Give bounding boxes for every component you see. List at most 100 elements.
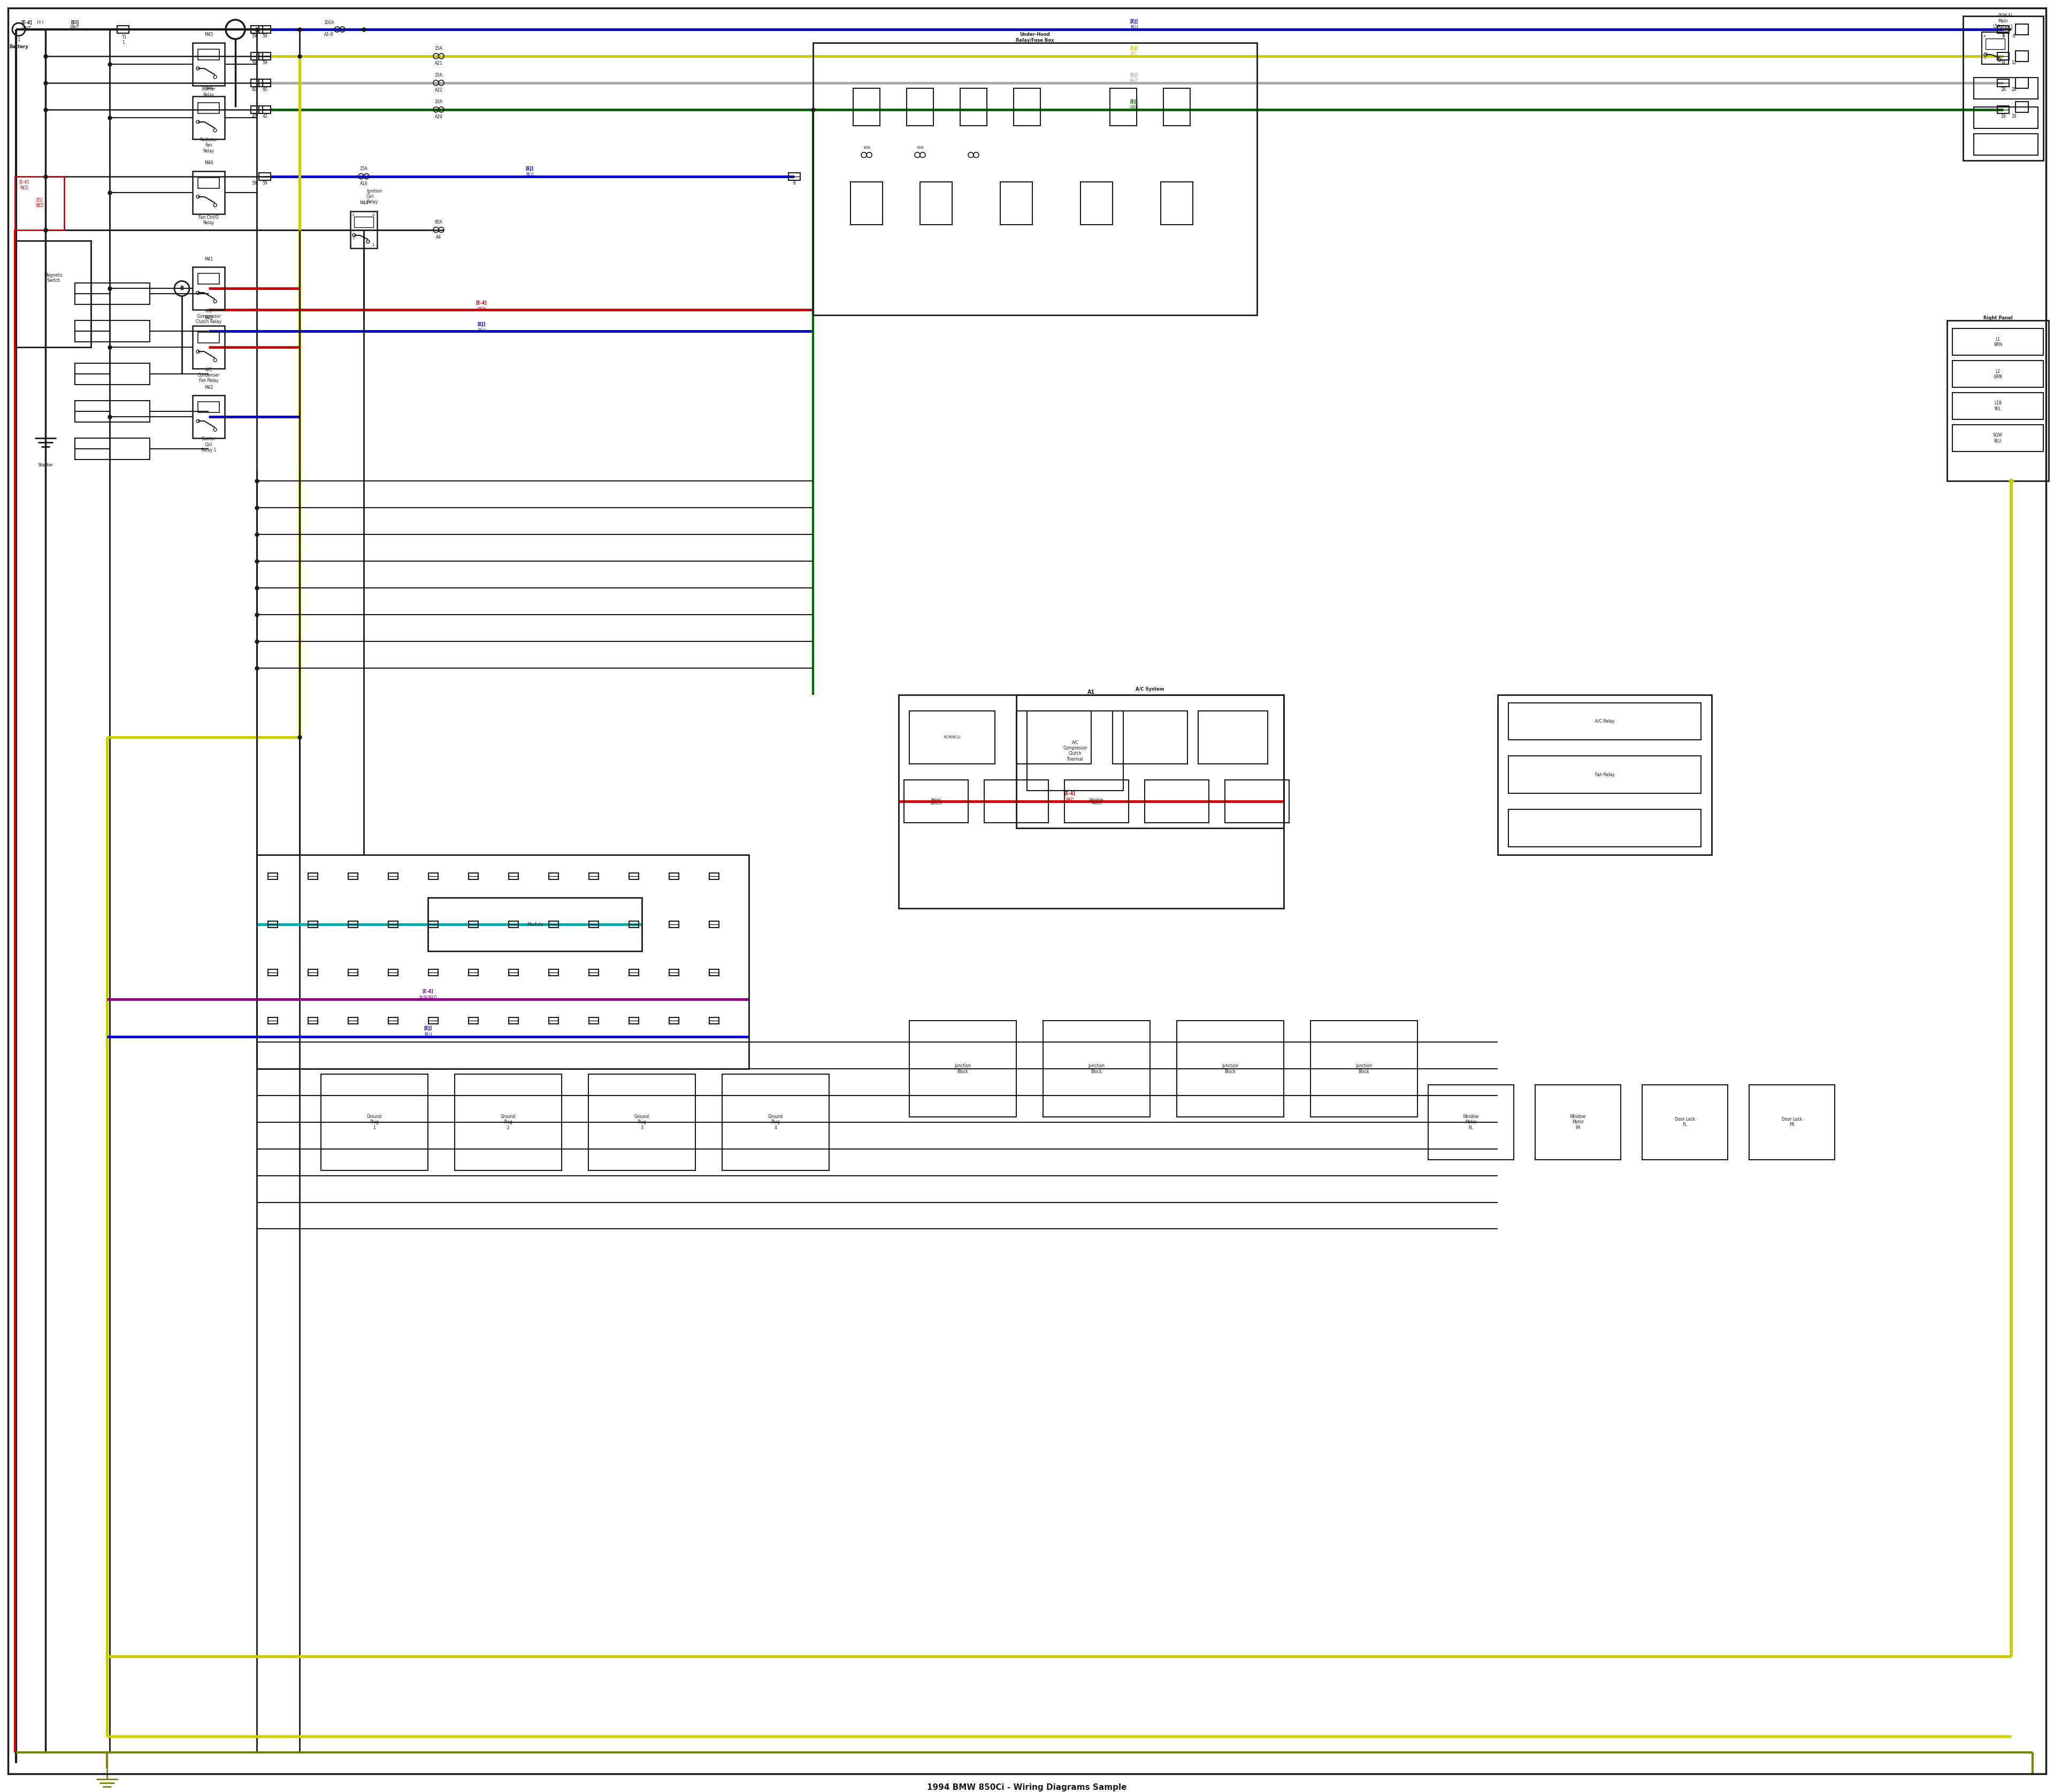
Text: 59: 59 <box>251 181 257 186</box>
Text: 10A: 10A <box>916 145 924 149</box>
Text: 59: 59 <box>263 34 267 39</box>
Text: [EI]: [EI] <box>70 20 78 25</box>
Text: PUR/RED: PUR/RED <box>419 995 438 1000</box>
Bar <box>429 969 438 975</box>
Text: [EJ]: [EJ] <box>477 323 485 326</box>
Text: A/C
Condenser
Fan Relay: A/C Condenser Fan Relay <box>197 367 220 383</box>
Bar <box>468 873 479 880</box>
Text: (+): (+) <box>37 20 43 25</box>
Bar <box>1000 181 1033 224</box>
Bar <box>267 969 277 975</box>
Bar <box>589 1018 598 1023</box>
Text: Fan Relay: Fan Relay <box>1594 772 1614 778</box>
Text: 2: 2 <box>372 244 374 246</box>
Text: M43: M43 <box>203 315 214 321</box>
Bar <box>850 181 883 224</box>
Bar <box>197 332 220 342</box>
Bar <box>984 780 1048 823</box>
Text: [E-4]: [E-4] <box>21 20 33 25</box>
Bar <box>197 274 220 285</box>
Bar <box>251 25 263 32</box>
Bar <box>1144 780 1210 823</box>
Text: L1
BRN: L1 BRN <box>1994 337 2003 348</box>
Bar <box>1953 328 2044 355</box>
Text: Door Lock
FL: Door Lock FL <box>1674 1116 1695 1127</box>
Bar <box>16 240 90 348</box>
Text: GRN: GRN <box>1130 106 1138 111</box>
Bar <box>193 267 224 310</box>
Bar <box>629 969 639 975</box>
Text: A21: A21 <box>435 61 442 66</box>
Bar <box>1027 711 1124 790</box>
Text: A/C
Compressor
Clutch Relay: A/C Compressor Clutch Relay <box>195 308 222 324</box>
Text: T1: T1 <box>121 36 127 39</box>
Text: 28: 28 <box>2011 88 2017 91</box>
Bar <box>308 873 318 880</box>
Text: Ignition
Coil
Relay: Ignition Coil Relay <box>366 188 382 204</box>
Text: 8: 8 <box>793 181 795 186</box>
Bar <box>548 969 559 975</box>
Bar <box>257 855 750 1068</box>
Bar <box>308 921 318 928</box>
Text: Ground
Plug
3: Ground Plug 3 <box>635 1115 649 1131</box>
Bar <box>193 43 224 86</box>
Bar <box>1497 695 1711 855</box>
Bar <box>1080 181 1113 224</box>
Text: M42: M42 <box>203 385 214 391</box>
Text: M41: M41 <box>203 256 214 262</box>
Text: [E-4]: [E-4] <box>477 301 487 305</box>
Text: Door Lock
FR: Door Lock FR <box>1781 1116 1801 1127</box>
Bar <box>259 79 271 86</box>
Bar <box>709 969 719 975</box>
Text: L2
GRN: L2 GRN <box>1992 369 2003 380</box>
Bar <box>670 921 678 928</box>
Text: RED: RED <box>477 306 485 312</box>
Bar <box>904 780 967 823</box>
Bar <box>1109 88 1136 125</box>
Text: 4: 4 <box>372 213 374 217</box>
Text: [E-4]: [E-4] <box>1064 790 1076 796</box>
Bar <box>1508 702 1701 740</box>
Text: L1B
YEL: L1B YEL <box>1994 401 2001 412</box>
Text: RED: RED <box>21 186 29 190</box>
Text: SQW
BLU: SQW BLU <box>1992 434 2003 443</box>
Bar <box>1953 392 2044 419</box>
Text: RED: RED <box>1066 797 1074 803</box>
Text: 1: 1 <box>16 38 21 43</box>
Bar <box>197 177 220 188</box>
Text: 15A: 15A <box>359 167 368 172</box>
Text: A4: A4 <box>435 235 442 240</box>
Text: 59: 59 <box>263 61 267 66</box>
Text: WHT: WHT <box>1130 79 1138 84</box>
Text: 60: 60 <box>263 88 267 91</box>
Bar <box>1113 711 1187 763</box>
Bar <box>74 401 150 423</box>
Bar <box>1163 88 1189 125</box>
Text: [EJ]
RED: [EJ] RED <box>35 197 43 208</box>
Bar <box>629 1018 639 1023</box>
Text: Starter
Coil
Relay 1: Starter Coil Relay 1 <box>201 437 216 453</box>
Bar <box>789 172 801 179</box>
Bar <box>1641 1084 1727 1159</box>
Bar <box>910 1021 1017 1116</box>
Bar <box>320 1073 427 1170</box>
Text: M45: M45 <box>203 32 214 38</box>
Bar <box>427 898 641 952</box>
Text: WHT: WHT <box>70 25 80 30</box>
Text: 10A: 10A <box>435 100 442 104</box>
Text: [EJ]: [EJ] <box>1130 20 1138 25</box>
Bar <box>589 921 598 928</box>
Text: A22: A22 <box>435 88 442 93</box>
Text: Fan Ctrl/O
Relay: Fan Ctrl/O Relay <box>199 215 220 226</box>
Bar <box>813 43 1257 315</box>
Text: 42: 42 <box>251 115 257 118</box>
Bar <box>1177 1021 1284 1116</box>
Bar <box>920 181 953 224</box>
Bar <box>468 921 479 928</box>
Bar <box>1064 780 1128 823</box>
Bar <box>1947 321 2048 480</box>
Bar <box>670 873 678 880</box>
Bar <box>251 106 263 113</box>
Bar <box>548 1018 559 1023</box>
Text: 3: 3 <box>2003 34 2005 38</box>
